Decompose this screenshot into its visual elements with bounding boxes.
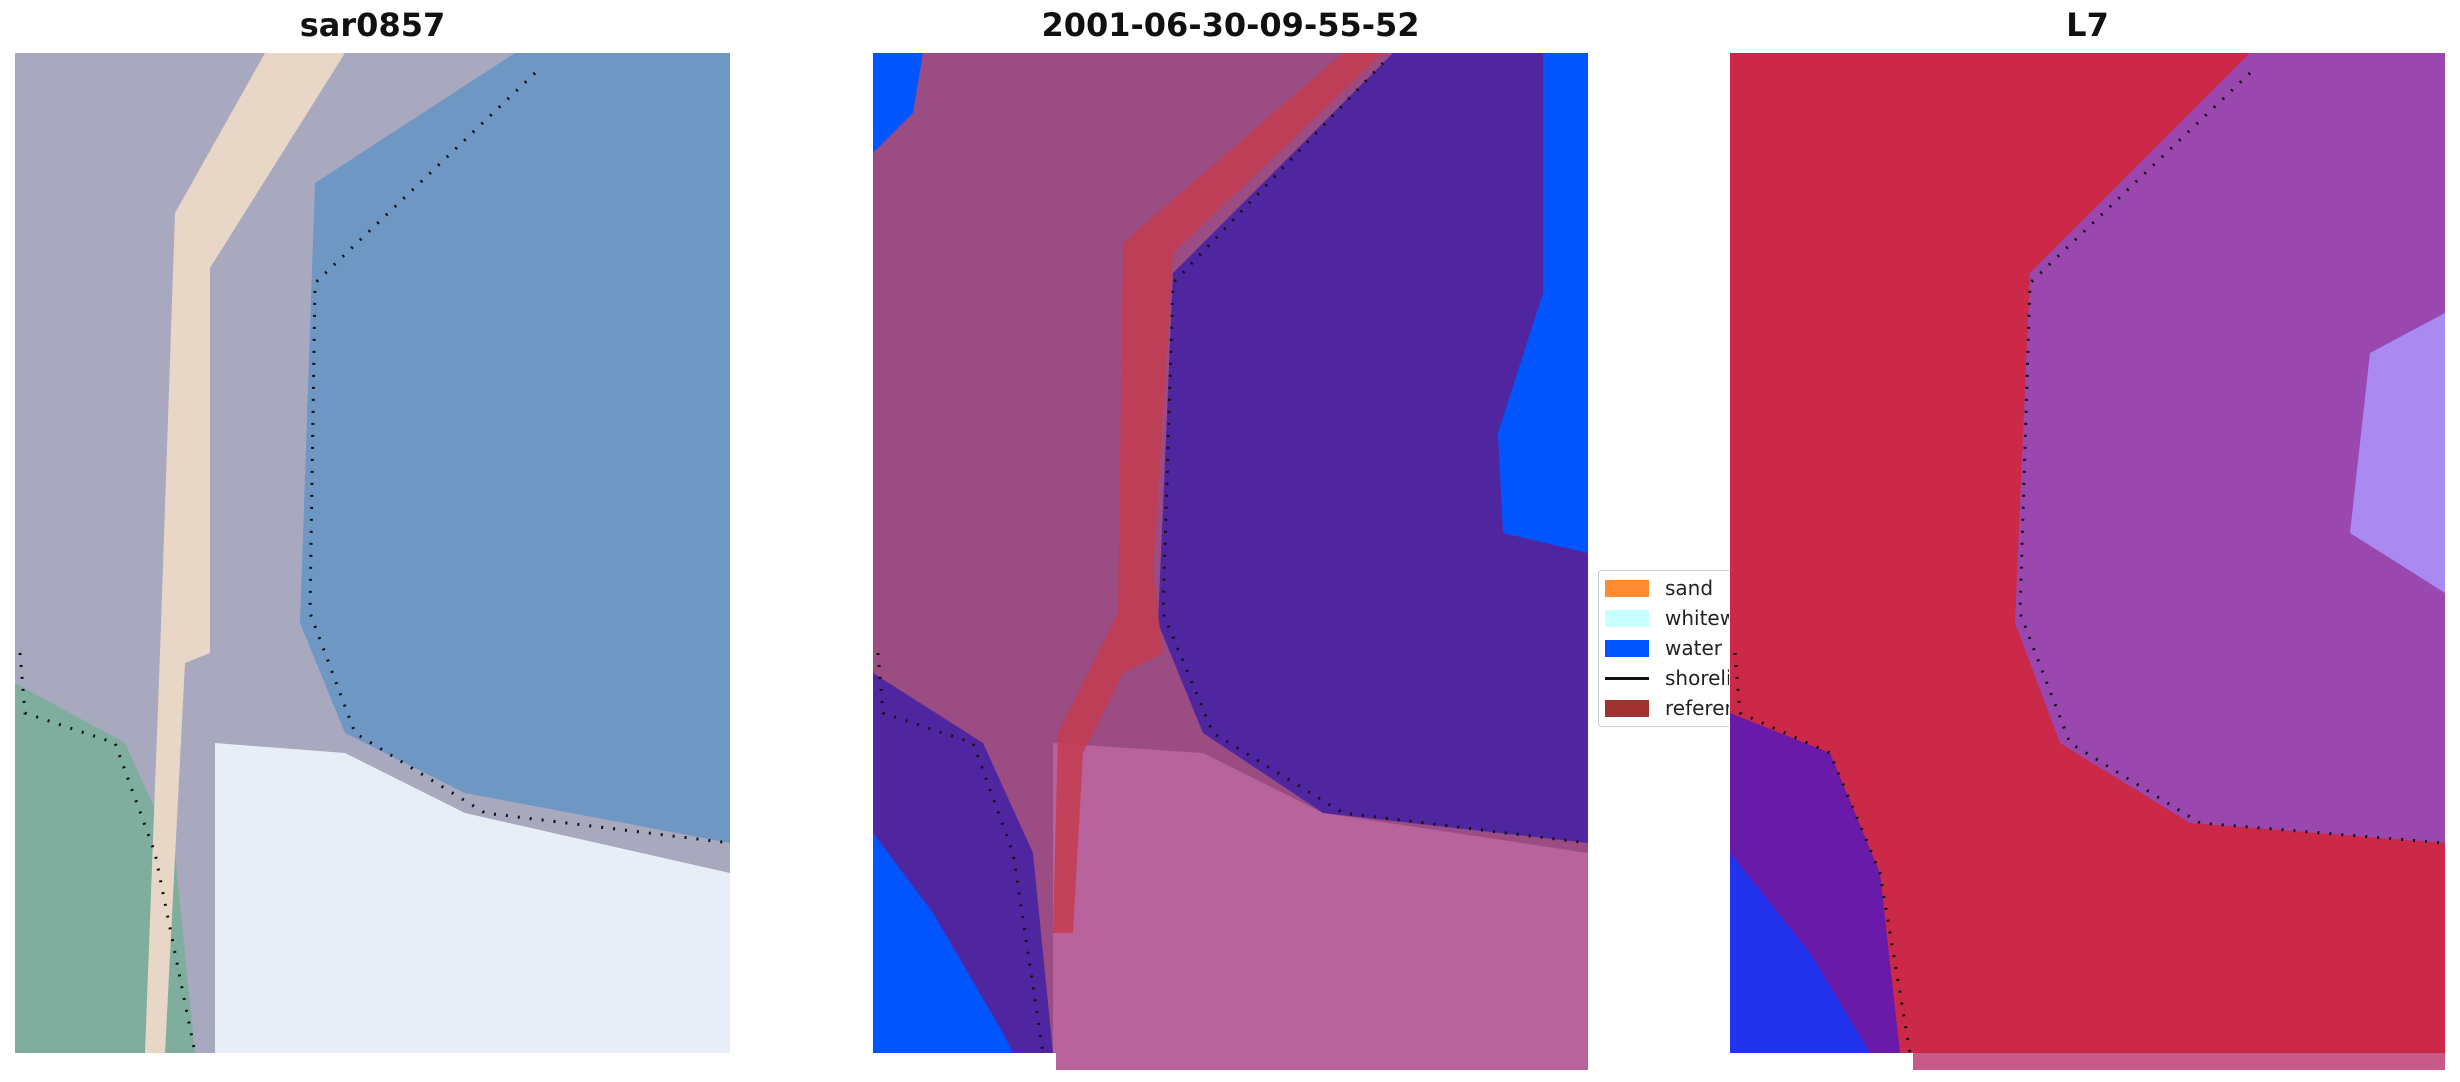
legend-item-reference: reference (1605, 695, 1729, 721)
class-blue-sw (873, 833, 1013, 1053)
rgb-image-panel (15, 53, 731, 1054)
water-swatch (1605, 639, 1649, 657)
panel-title-index: L7 (2066, 6, 2109, 44)
legend-item-water: water (1605, 635, 1722, 661)
class-blue-ne (1498, 53, 1588, 553)
classified-image-panel (873, 53, 1589, 1070)
shoreline-trace (308, 71, 731, 845)
legend-item-shoreline: shoreline (1605, 665, 1729, 691)
legend-label: sand (1665, 576, 1714, 600)
index-light-ne (2350, 313, 2445, 593)
index-beach-extension (1913, 1053, 2445, 1070)
legend-item-sand: sand (1605, 575, 1713, 601)
legend-label: water (1665, 636, 1722, 660)
index-deep-blue (1730, 853, 1870, 1053)
legend-label: reference (1665, 696, 1729, 720)
legend-label: shoreline (1665, 666, 1729, 690)
whitewater-swatch (1605, 609, 1649, 627)
panel-title-rgb: sar0857 (299, 6, 446, 44)
class-land-area (873, 53, 1588, 1053)
class-shoreline-trace (1161, 61, 1589, 845)
pier (145, 53, 345, 1053)
class-ref-band (1053, 53, 1383, 933)
class-beach-extension (1056, 1053, 1588, 1070)
surf-zone (215, 743, 730, 1053)
reference-swatch (1605, 699, 1649, 717)
class-blue-nw (873, 53, 923, 153)
panel-title-classified: 2001-06-30-09-55-52 (1041, 6, 1420, 44)
sand-swatch (1605, 579, 1649, 597)
class-beach (1053, 743, 1588, 1053)
index-image-panel (1730, 53, 2446, 1070)
index-land-area (1730, 53, 2445, 1053)
index-shoreline-trace-left (1733, 652, 1912, 1054)
shoreline-swatch (1605, 676, 1649, 680)
index-shoreline-trace (2018, 71, 2446, 845)
